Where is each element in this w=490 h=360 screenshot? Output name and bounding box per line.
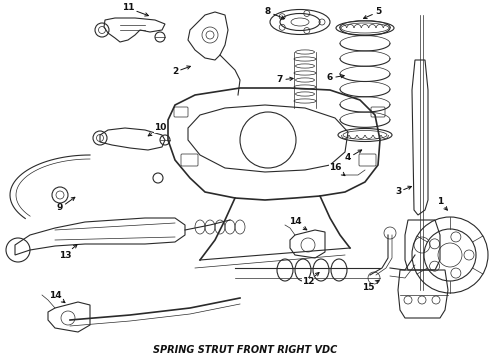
Text: 15: 15 <box>362 280 379 292</box>
Text: 5: 5 <box>364 8 381 19</box>
Text: 11: 11 <box>122 4 148 16</box>
Text: 8: 8 <box>265 8 284 19</box>
Text: 13: 13 <box>59 244 77 260</box>
Text: 16: 16 <box>329 163 345 176</box>
Text: 2: 2 <box>172 66 191 77</box>
Text: 14: 14 <box>289 217 307 230</box>
Text: SPRING STRUT FRONT RIGHT VDC: SPRING STRUT FRONT RIGHT VDC <box>153 345 337 355</box>
Text: 1: 1 <box>437 198 447 210</box>
Text: 10: 10 <box>148 123 166 136</box>
Text: 9: 9 <box>57 197 75 212</box>
Text: 12: 12 <box>302 273 319 287</box>
Text: 14: 14 <box>49 291 65 303</box>
Text: 4: 4 <box>345 150 362 162</box>
Text: 6: 6 <box>327 73 344 82</box>
Text: 3: 3 <box>395 186 412 197</box>
Text: 7: 7 <box>277 76 293 85</box>
